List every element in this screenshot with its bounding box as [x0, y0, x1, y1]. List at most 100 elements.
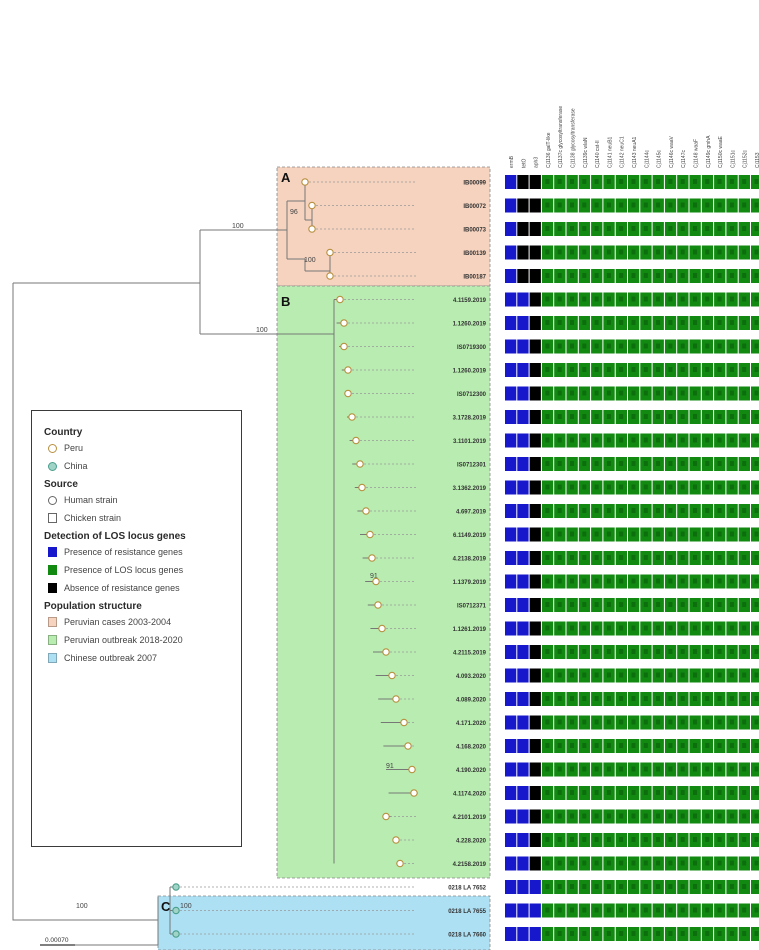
los-cell-inner: [693, 837, 697, 842]
los-cell-inner: [729, 696, 734, 701]
chicken-square-icon: [48, 513, 57, 523]
los-cell-inner: [570, 484, 574, 490]
los-cell-inner: [606, 202, 611, 208]
resistance-cell: [529, 645, 541, 659]
peru-tip-icon: [400, 718, 408, 727]
los-cell-inner: [606, 179, 611, 184]
los-cell-inner: [643, 367, 648, 372]
los-cell-inner: [594, 696, 599, 701]
los-cell-inner: [742, 813, 747, 819]
matrix-row: [505, 598, 759, 612]
los-cell-inner: [582, 649, 587, 654]
los-cell-inner: [729, 766, 734, 772]
leaf-label: IS0712301: [457, 463, 487, 469]
los-cell-inner: [729, 414, 734, 419]
clade-b-box: [276, 285, 491, 879]
matrix-column-label: Cj1144c: [644, 150, 650, 168]
leaf-label: 3.1728.2019: [453, 416, 487, 422]
resistance-cell: [517, 598, 529, 612]
los-cell-inner: [643, 202, 648, 208]
los-cell-inner: [742, 249, 747, 255]
los-cell-inner: [742, 790, 747, 795]
los-cell-inner: [729, 343, 734, 349]
los-cell-inner: [643, 179, 648, 184]
leaf-row: 4.1174.2020: [410, 789, 487, 798]
resistance-cell: [505, 880, 517, 894]
los-cell-inner: [545, 743, 550, 748]
los-cell-inner: [656, 719, 661, 725]
legend-peru-item: Peru: [48, 443, 229, 453]
peru-tip-icon: [388, 671, 396, 680]
los-cell-inner: [545, 884, 550, 889]
los-cell-inner: [643, 484, 648, 490]
resistance-cell: [505, 574, 517, 589]
los-cell-inner: [668, 273, 673, 278]
los-cell-inner: [693, 390, 697, 396]
los-cell-inner: [717, 273, 722, 278]
los-cell-inner: [631, 907, 636, 913]
los-cell-inner: [754, 743, 759, 748]
los-cell-inner: [754, 390, 759, 396]
los-cell-inner: [643, 766, 648, 772]
matrix-row: [505, 762, 759, 777]
los-cell-inner: [656, 837, 661, 842]
los-cell-inner: [545, 226, 550, 231]
peru-tip-icon: [374, 601, 382, 609]
los-cell-inner: [557, 367, 562, 372]
los-cell-inner: [582, 884, 587, 889]
los-cell-inner: [594, 931, 599, 936]
bootstrap-label: 100: [76, 903, 88, 910]
los-cell-inner: [570, 907, 574, 913]
los-cell-inner: [705, 226, 710, 231]
los-cell-inner: [594, 649, 599, 654]
resistance-cell: [529, 339, 541, 354]
los-cell-inner: [606, 249, 611, 255]
los-cell-inner: [594, 907, 599, 913]
los-cell-inner: [643, 790, 648, 795]
leaf-label: 4.1174.2020: [453, 792, 487, 798]
los-cell-inner: [594, 531, 599, 537]
china-tip-icon: [172, 906, 180, 915]
los-cell-inner: [631, 484, 636, 490]
los-cell-inner: [717, 719, 722, 725]
los-cell-inner: [754, 296, 759, 302]
los-cell-inner: [705, 531, 710, 537]
resistance-swatch-icon: [48, 547, 57, 557]
los-cell-inner: [606, 296, 611, 302]
los-cell-inner: [643, 414, 648, 419]
matrix-row: [505, 175, 759, 189]
leaf-row: IB00139: [326, 248, 487, 257]
china-circle-icon: [48, 461, 57, 471]
los-cell-inner: [680, 602, 685, 607]
los-cell-inner: [545, 766, 550, 772]
matrix-row: [505, 809, 759, 824]
resistance-cell: [505, 856, 517, 871]
los-cell-inner: [631, 555, 636, 560]
leaf-row: 1.1379.2019: [372, 577, 487, 586]
los-cell-inner: [754, 179, 759, 184]
leaf-row: 4.093.2020: [388, 671, 487, 680]
los-cell-inner: [693, 696, 697, 701]
los-cell-inner: [594, 837, 599, 842]
resistance-cell: [529, 833, 541, 847]
peru-tip-icon: [344, 389, 352, 398]
los-cell-inner: [606, 931, 611, 936]
los-cell-inner: [717, 884, 722, 889]
pop-c-swatch-icon: [48, 653, 57, 663]
matrix-column-label: Cj1146c waaV: [669, 135, 675, 168]
peru-tip-icon: [396, 859, 404, 868]
los-cell-inner: [631, 578, 636, 584]
los-cell-inner: [729, 508, 734, 513]
los-cell-inner: [729, 555, 734, 560]
peru-circle-icon: [48, 443, 57, 453]
los-cell-inner: [705, 320, 710, 325]
los-cell-inner: [742, 531, 747, 537]
los-cell-inner: [582, 320, 587, 325]
los-cell-inner: [570, 343, 574, 349]
los-cell-inner: [643, 531, 648, 537]
los-cell-inner: [619, 625, 624, 631]
resistance-cell: [505, 668, 517, 683]
resistance-cell: [517, 269, 529, 283]
los-cell-inner: [619, 602, 624, 607]
china-tip-icon: [172, 883, 180, 891]
